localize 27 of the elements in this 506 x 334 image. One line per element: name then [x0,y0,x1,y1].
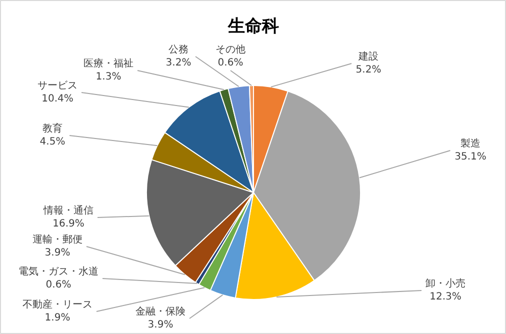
slice-label: 公務 [168,44,188,56]
data-label: 5.2% [356,64,382,76]
slice-label: 電気・ガス・水道 [18,266,98,278]
slice-label: 医療・福祉 [84,58,134,70]
slice-label: 運輸・郵便 [32,234,82,246]
data-label: 35.1% [454,152,486,162]
data-label: 10.4% [42,94,74,104]
data-label: 1.3% [96,72,122,82]
slice-label: サービス [38,80,78,92]
slice-label: 不動産・リース [22,298,92,310]
data-label: 1.9% [44,312,70,324]
data-label: 3.9% [44,248,70,258]
data-label: 12.3% [430,292,462,302]
slice-label: 情報・通信 [42,204,94,216]
chart-title: 生命科 [227,16,279,36]
slice-label: 教育 [42,122,62,134]
slice-label: 製造 [460,138,480,150]
slice-label: 卸・小売 [426,278,466,290]
slice-label: その他 [216,44,246,56]
data-label: 3.2% [166,58,192,68]
slice-label: 金融・保険 [136,306,186,318]
data-label: 0.6% [218,58,244,68]
data-label: 16.9% [52,218,84,230]
data-label: 4.5% [40,136,66,148]
slice-label: 建設 [358,50,378,62]
data-label: 0.6% [46,280,72,290]
data-label: 3.9% [148,320,174,330]
